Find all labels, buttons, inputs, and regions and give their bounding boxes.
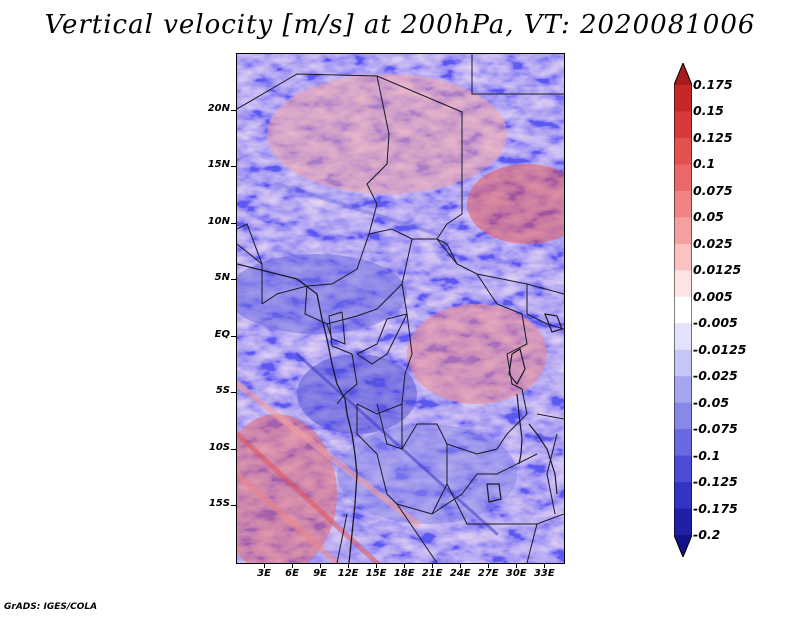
lon-tick-label: 30E <box>505 568 527 579</box>
colorbar-label: -0.075 <box>693 421 738 437</box>
lat-tick-label: 15N <box>207 159 230 171</box>
colorbar-segment <box>674 111 692 139</box>
lon-tick-label: 18E <box>393 568 415 579</box>
lon-tick-label: 15E <box>365 568 387 579</box>
colorbar-segment <box>674 190 692 218</box>
colorbar-label: -0.0125 <box>693 341 747 357</box>
colorbar-label: 0.05 <box>693 209 724 225</box>
lon-tick-label: 21E <box>421 568 443 579</box>
colorbar-label: -0.1 <box>693 447 721 463</box>
lon-tick-mark <box>320 563 322 568</box>
lon-tick-label: 33E <box>533 568 555 579</box>
lat-tick-mark <box>231 222 236 224</box>
lon-tick-label: 6E <box>285 568 299 579</box>
colorbar-segment <box>674 85 692 112</box>
lon-tick-mark <box>516 563 518 568</box>
colorbar-bottom-arrow <box>674 535 692 557</box>
lon-tick-mark <box>264 563 266 568</box>
colorbar-label: -0.2 <box>693 527 721 542</box>
lon-tick-mark <box>404 563 406 568</box>
lon-tick-mark <box>460 563 462 568</box>
lon-tick-mark <box>432 563 434 568</box>
colorbar-label: -0.025 <box>693 368 738 384</box>
colorbar-label: 0.075 <box>693 182 733 198</box>
colorbar-label: 0.005 <box>693 288 733 304</box>
lon-tick-mark <box>376 563 378 568</box>
plot-title: Vertical velocity [m/s] at 200hPa, VT: 2… <box>44 10 756 40</box>
lat-tick-mark <box>231 166 236 168</box>
colorbar-segment <box>674 164 692 192</box>
lon-tick-label: 12E <box>337 568 359 579</box>
lat-tick-mark <box>231 392 236 394</box>
colorbar-segment <box>674 482 692 510</box>
lat-tick-label: 20N <box>207 102 230 114</box>
colorbar-segment <box>674 270 692 298</box>
lat-tick-label: EQ <box>214 328 230 340</box>
lon-tick-mark <box>292 563 294 568</box>
colorbar-top-arrow <box>674 63 692 85</box>
colorbar <box>674 63 692 557</box>
lat-tick-mark <box>231 279 236 281</box>
lon-tick-label: 3E <box>257 568 271 579</box>
lon-tick-mark <box>348 563 350 568</box>
velocity-field <box>237 54 564 563</box>
colorbar-label: 0.1 <box>693 156 716 172</box>
colorbar-segment <box>674 243 692 271</box>
lat-tick-label: 10N <box>207 215 230 227</box>
lat-tick-label: 5S <box>215 385 230 397</box>
lon-tick-mark <box>488 563 490 568</box>
lat-tick-mark <box>231 448 236 450</box>
colorbar-label: -0.005 <box>693 315 738 331</box>
country-borders <box>237 54 564 563</box>
colorbar-segment <box>674 137 692 165</box>
colorbar-segment <box>674 376 692 404</box>
lat-tick-mark <box>231 505 236 507</box>
colorbar-segment <box>674 455 692 483</box>
velocity-map <box>236 53 565 564</box>
lon-tick-label: 24E <box>449 568 471 579</box>
colorbar-segment <box>674 349 692 377</box>
colorbar-label: 0.0125 <box>693 262 742 278</box>
lakes <box>486 313 563 503</box>
colorbar-label: 0.175 <box>693 77 733 92</box>
colorbar-label: 0.15 <box>693 103 724 119</box>
colorbar-segment <box>674 217 692 245</box>
colorbar-label: -0.175 <box>693 500 738 516</box>
lat-tick-label: 5N <box>214 272 230 284</box>
footer-credit: GrADS: IGES/COLA <box>4 602 98 612</box>
colorbar-label: 0.125 <box>693 129 733 145</box>
colorbar-label: 0.025 <box>693 235 733 251</box>
colorbar-segment <box>674 296 692 324</box>
lon-tick-mark <box>544 563 546 568</box>
lon-tick-label: 27E <box>477 568 499 579</box>
lat-tick-label: 15S <box>208 498 230 510</box>
colorbar-segment <box>674 402 692 430</box>
colorbar-label: -0.125 <box>693 474 738 490</box>
field-patches <box>237 74 564 563</box>
streaks <box>237 182 499 563</box>
colorbar-label: -0.05 <box>693 394 730 410</box>
lat-tick-label: 10S <box>208 441 230 453</box>
lon-tick-label: 9E <box>313 568 327 579</box>
lat-tick-mark <box>231 109 236 111</box>
coastline <box>237 263 358 563</box>
colorbar-segment <box>674 323 692 351</box>
colorbar-segment <box>674 429 692 457</box>
colorbar-segment <box>674 508 692 536</box>
lat-tick-mark <box>231 335 236 337</box>
